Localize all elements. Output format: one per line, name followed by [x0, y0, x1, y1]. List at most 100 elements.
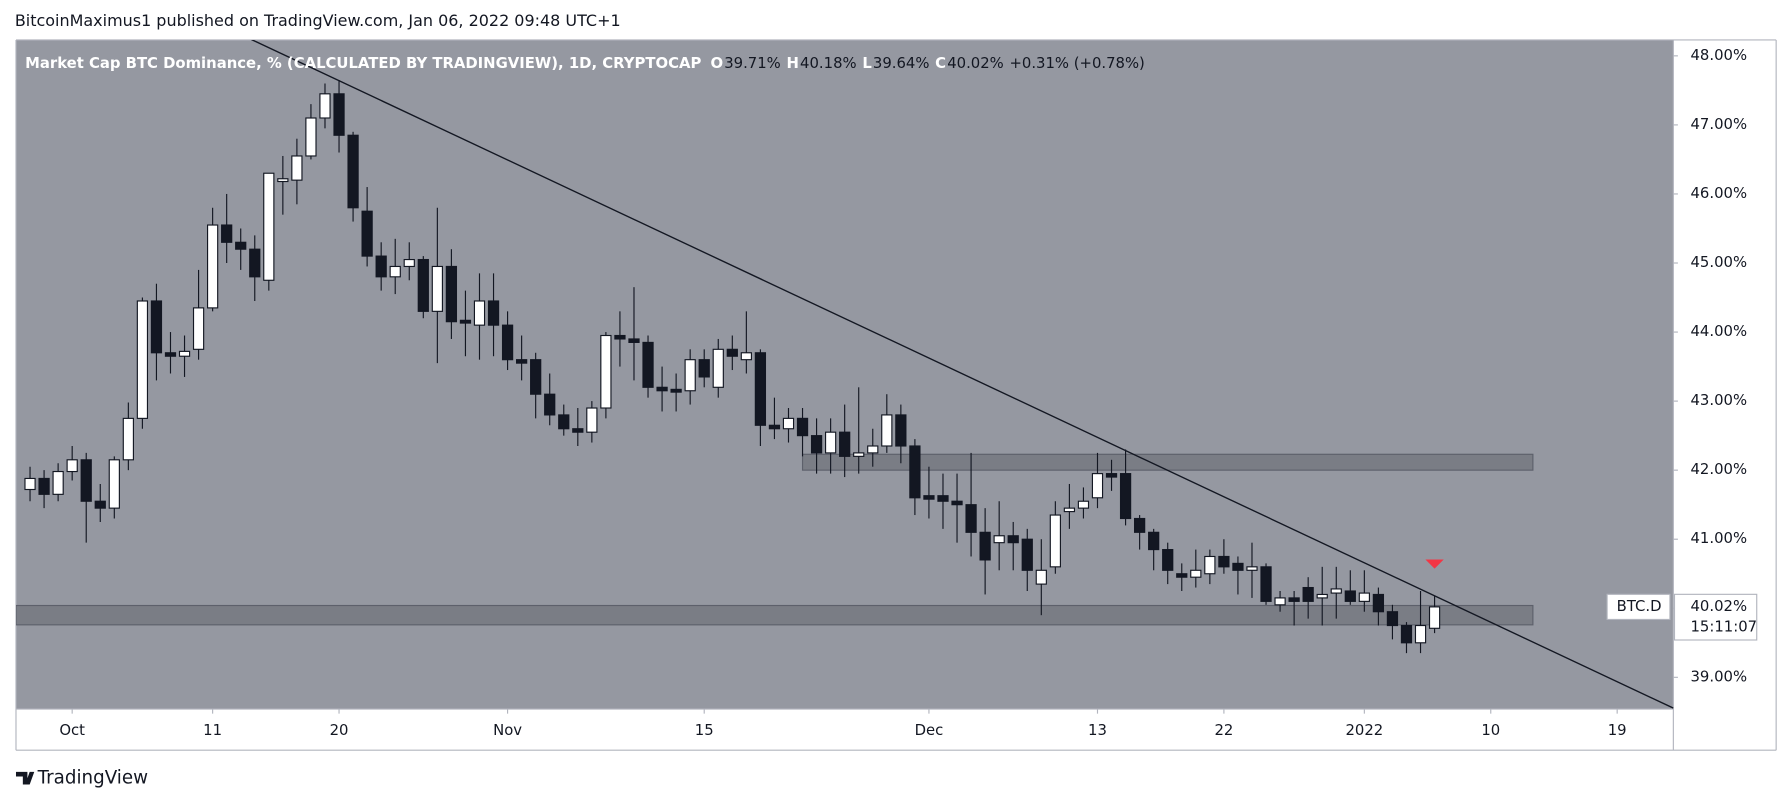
candle-body [867, 445, 879, 454]
candle-body [38, 477, 50, 495]
candle-body [192, 307, 205, 350]
candle-body [544, 393, 556, 416]
y-tick-label: 41.00% [1690, 530, 1747, 547]
legend-value: 40.18% [800, 55, 857, 72]
x-tick-label: 10 [1481, 722, 1500, 739]
candle-body [558, 414, 570, 430]
candle-body [754, 352, 767, 426]
candle-body [726, 348, 738, 357]
candle-body [1400, 624, 1413, 644]
candle-body [1316, 593, 1328, 599]
candle-body [431, 265, 443, 312]
candle-body [572, 428, 584, 433]
candle-body [277, 178, 289, 183]
x-tick-label: Oct [59, 722, 85, 739]
candle-body [305, 117, 317, 157]
candle-body [1288, 597, 1300, 602]
candle-body [656, 386, 668, 392]
candle-body [52, 470, 64, 495]
candle-body [824, 431, 837, 454]
candle-body [1162, 549, 1174, 571]
candle-body [1302, 586, 1314, 602]
candle-body [993, 535, 1005, 544]
legend-change: +0.31% (+0.78%) [1009, 55, 1144, 72]
x-tick-label: 13 [1088, 722, 1107, 739]
candle-body [445, 265, 458, 323]
candle-body [796, 417, 809, 437]
candle-body [839, 431, 851, 457]
candle-body [1176, 573, 1188, 578]
candle-body [178, 350, 191, 357]
candle-body [1133, 517, 1146, 533]
candle-body [1204, 555, 1216, 575]
footer-logo: TradingView [15, 768, 148, 789]
y-tick-label: 42.00% [1690, 461, 1747, 478]
candle-body [1021, 538, 1033, 571]
candle-body [1414, 624, 1427, 644]
candle-body [740, 352, 752, 361]
candle-body [122, 417, 134, 461]
y-tick-label: 45.00% [1690, 254, 1747, 271]
candle-body [24, 477, 36, 491]
candle-body [1218, 555, 1230, 568]
candle-body [614, 334, 626, 340]
candle-body [810, 435, 823, 454]
candle-body [1386, 611, 1399, 627]
candle-body [473, 300, 486, 326]
y-tick-label: 43.00% [1690, 392, 1747, 409]
candle-body [1190, 569, 1202, 578]
candle-body [909, 445, 921, 499]
candle-body [1077, 500, 1090, 509]
candle-body [1330, 588, 1342, 594]
price-zone [15, 604, 1534, 626]
candle-body [221, 224, 233, 243]
legend-value: 39.64% [873, 55, 930, 72]
symbol-label: BTC.D [1617, 598, 1662, 615]
candle-body [1358, 592, 1370, 602]
candle-body [1063, 507, 1076, 513]
candle-body [965, 504, 977, 533]
candle-body [853, 452, 865, 457]
candle-body [263, 172, 275, 281]
candle-body [600, 334, 612, 409]
candle-body [782, 417, 795, 430]
candle-body [1428, 606, 1441, 629]
candle-body [881, 414, 893, 447]
candle-body [333, 93, 345, 136]
candle-body [1232, 562, 1244, 571]
candle-body [670, 388, 682, 393]
x-tick-label: Dec [915, 722, 944, 739]
legend-key: H [786, 55, 798, 72]
last-price-label: 40.02% [1690, 598, 1747, 615]
y-tick-label: 47.00% [1690, 116, 1747, 133]
y-tick-label: 46.00% [1690, 185, 1747, 202]
candle-body [712, 348, 724, 388]
candle-body [1007, 535, 1019, 544]
candle-body [1148, 531, 1160, 551]
candle-body [642, 341, 654, 388]
legend-value: 39.71% [724, 55, 781, 72]
candle-body [1035, 569, 1047, 585]
candle-body [389, 265, 401, 278]
legend-key: L [862, 55, 872, 72]
candle-body [937, 495, 949, 502]
candle-body [206, 224, 219, 309]
candle-body [235, 241, 247, 250]
candle-body [459, 319, 472, 324]
legend-key: C [935, 55, 946, 72]
legend-title: Market Cap BTC Dominance, % (CALCULATED … [25, 55, 701, 72]
plot-area [15, 39, 1674, 709]
candle-body [979, 531, 991, 561]
candle-body [684, 359, 696, 392]
candle-body [530, 359, 542, 395]
y-tick-label: 48.00% [1690, 47, 1747, 64]
x-tick-label: 20 [330, 722, 349, 739]
candle-body [515, 359, 528, 364]
candle-body [347, 134, 359, 209]
candle-body [1246, 566, 1258, 571]
candle-body [628, 338, 640, 343]
candle-body [1105, 473, 1118, 478]
trendline [250, 39, 1674, 709]
